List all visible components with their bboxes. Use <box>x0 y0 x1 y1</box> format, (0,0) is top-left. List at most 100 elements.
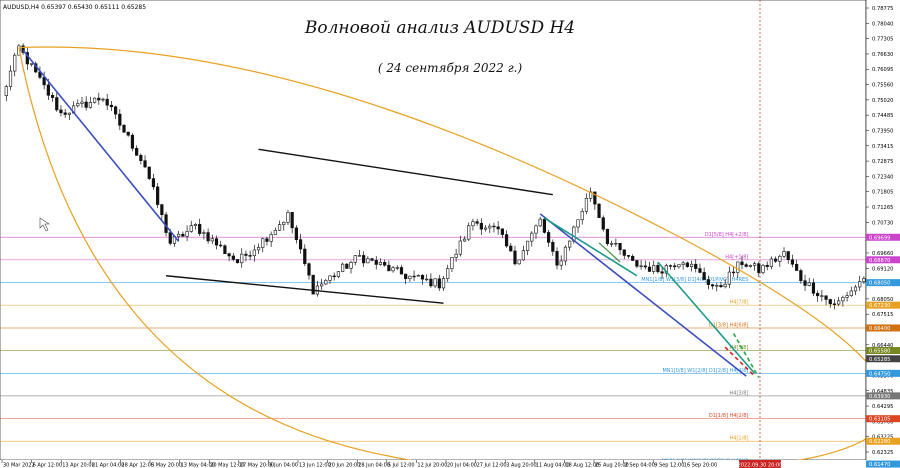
price-tag-label: 0.67230 <box>869 303 890 309</box>
candle-body <box>862 278 866 282</box>
candle-body <box>8 70 13 87</box>
candle-body <box>458 240 462 255</box>
candle-body <box>475 221 479 224</box>
price-level-label: H4[3/8] <box>730 390 749 396</box>
candle-body <box>265 238 269 242</box>
time-tick-label: 18 Aug 12:00 <box>565 463 599 468</box>
candle-body <box>425 278 429 281</box>
candle-body <box>97 97 101 101</box>
candle-body <box>433 278 437 287</box>
price-level-label: D1[1/8] H4[2/8] <box>709 413 749 419</box>
candle-body <box>122 125 126 133</box>
price-tag <box>866 392 900 400</box>
price-tick-label: 0.63225 <box>872 435 893 441</box>
candle-body <box>719 285 723 288</box>
candle-body <box>50 95 55 98</box>
time-tick-label: 6 Jun 04:00 <box>269 463 298 468</box>
price-level-label: D1[5/8] H4[+2/8] <box>705 232 749 238</box>
time-tick-label: 13 May 04:00 <box>181 463 215 468</box>
candle-body <box>84 101 88 108</box>
candle-body <box>118 113 122 126</box>
price-tick-label: 0.73415 <box>872 144 893 150</box>
price-tag-label: 0.63105 <box>869 417 890 423</box>
candle-body <box>845 295 849 298</box>
candle-body <box>530 232 534 242</box>
candle-body <box>4 86 8 96</box>
candle-body <box>341 263 345 272</box>
price-tag <box>866 415 900 423</box>
time-tick-label: 20 Jun 20:00 <box>329 463 361 468</box>
candle-body <box>824 295 828 300</box>
candle-body <box>555 251 559 266</box>
candle-body <box>240 253 244 264</box>
candle-body <box>635 260 639 267</box>
candle-body <box>21 45 25 53</box>
candle-body <box>643 265 647 268</box>
price-tag-label: 0.66400 <box>869 326 890 332</box>
time-tick-label: 28 Jun 04:00 <box>358 463 390 468</box>
plot-area-frame <box>0 0 867 461</box>
candle-body <box>454 253 458 258</box>
candle-body <box>105 98 109 106</box>
candle-body <box>694 263 698 269</box>
candle-body <box>139 155 143 161</box>
candle-body <box>652 265 656 272</box>
channel-line-upper <box>258 148 553 196</box>
candle-body <box>446 268 450 279</box>
price-tick-label: 0.67515 <box>872 312 893 318</box>
candle-body <box>282 221 286 225</box>
candle-body <box>769 258 774 267</box>
price-tag <box>866 256 900 264</box>
candle-body <box>55 97 59 111</box>
candle-body <box>778 255 782 262</box>
time-tick-label: 9 Sep 12:00 <box>654 463 684 468</box>
candle-body <box>378 262 383 265</box>
candle-body <box>366 258 370 264</box>
candle-body <box>483 227 488 230</box>
chart-title: Волновой анализ AUDUSD H4 <box>304 18 575 38</box>
candle-body <box>277 224 282 231</box>
candle-body <box>399 267 404 275</box>
candle-body <box>286 212 290 223</box>
candle-body <box>736 261 740 273</box>
candle-body <box>193 224 198 226</box>
candle-body <box>210 238 214 242</box>
candle-body <box>345 263 349 269</box>
mouse-cursor-icon <box>39 217 50 232</box>
candle-body <box>580 211 584 221</box>
candle-body <box>757 263 761 273</box>
price-tick-label: 0.76095 <box>872 67 893 73</box>
time-tick-label: 16 Sep 20:00 <box>684 463 717 468</box>
candle-body <box>252 249 256 257</box>
price-level-label: D1[3/8] H4[6/8] <box>709 322 749 328</box>
candle-body <box>269 234 273 242</box>
candle-body <box>790 259 795 265</box>
candle-body <box>782 251 786 257</box>
candle-body <box>462 238 467 242</box>
time-tick-label: 12 Jul 20:00 <box>417 463 447 468</box>
candle-body <box>156 186 160 205</box>
price-tag <box>866 301 900 309</box>
price-tag-label: 0.68050 <box>869 281 890 287</box>
candle-body <box>820 295 824 297</box>
candle-body <box>538 218 542 227</box>
candle-body <box>761 264 765 273</box>
candle-body <box>416 275 420 277</box>
price-tick-label: 0.70730 <box>872 220 893 226</box>
price-tick-label: 0.77305 <box>872 37 893 43</box>
candle-body <box>710 284 715 287</box>
time-tick-label: 20 May 12:00 <box>210 463 244 468</box>
price-tick-label: 0.71265 <box>872 205 893 211</box>
time-tick-label: 2 Sep 04:00 <box>625 463 655 468</box>
price-level-label: H4[7/8] <box>730 300 749 306</box>
candle-body <box>563 246 568 262</box>
candle-body <box>319 283 324 287</box>
candle-body <box>496 226 500 230</box>
candle-body <box>521 250 525 261</box>
candle-body <box>786 251 790 260</box>
trend-line-teal-1 <box>543 217 638 277</box>
candle-body <box>647 266 652 272</box>
price-tick-label: 0.64295 <box>872 404 893 410</box>
candle-body <box>441 278 446 289</box>
candle-body <box>298 239 303 250</box>
